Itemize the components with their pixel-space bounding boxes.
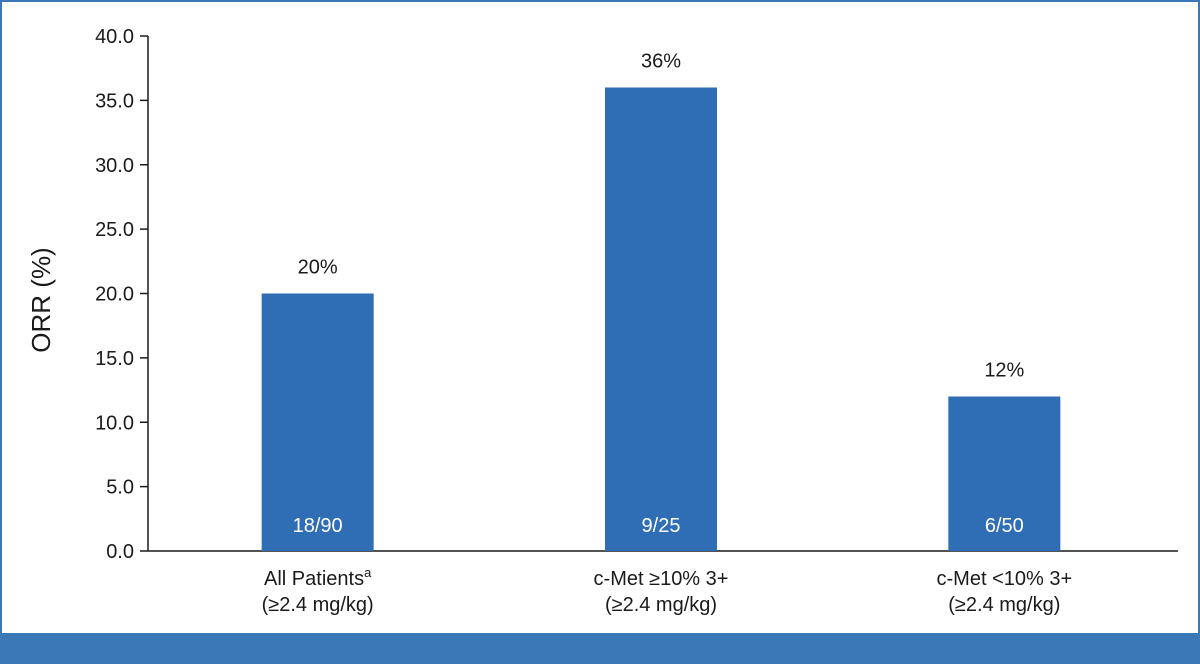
y-tick-label: 40.0 [95, 26, 134, 48]
x-category-label: c-Met ≥10% 3+ [594, 568, 729, 590]
footer-band [0, 633, 1200, 664]
y-tick-label: 30.0 [95, 155, 134, 177]
y-tick-label: 10.0 [95, 412, 134, 434]
y-tick-label: 35.0 [95, 90, 134, 112]
bar-ratio-label: 9/25 [642, 515, 681, 537]
y-tick-label: 20.0 [95, 284, 134, 306]
footnote-superscript: a [364, 565, 372, 580]
y-tick-label: 15.0 [95, 348, 134, 370]
x-category-sublabel: (≥2.4 mg/kg) [605, 594, 717, 616]
bar-ratio-label: 18/90 [293, 515, 343, 537]
bar-value-label: 20% [298, 257, 338, 279]
x-category-sublabel: (≥2.4 mg/kg) [262, 594, 374, 616]
y-tick-label: 0.0 [106, 541, 134, 563]
y-tick-label: 25.0 [95, 219, 134, 241]
y-axis-label: ORR (%) [26, 247, 56, 352]
bar-value-label: 36% [641, 51, 681, 73]
bars: 20% 18/90 All Patientsa (≥2.4 mg/kg) 36% 9/25… [262, 51, 1073, 617]
bar [605, 87, 717, 551]
y-tick-label: 5.0 [106, 477, 134, 499]
x-category-label: All Patientsa [264, 565, 372, 590]
bar [261, 293, 374, 551]
bar [948, 396, 1061, 551]
x-category-label: c-Met <10% 3+ [937, 568, 1073, 590]
bar-ratio-label: 6/50 [985, 515, 1024, 537]
x-category-sublabel: (≥2.4 mg/kg) [948, 594, 1060, 616]
bar-value-label: 12% [984, 360, 1024, 382]
